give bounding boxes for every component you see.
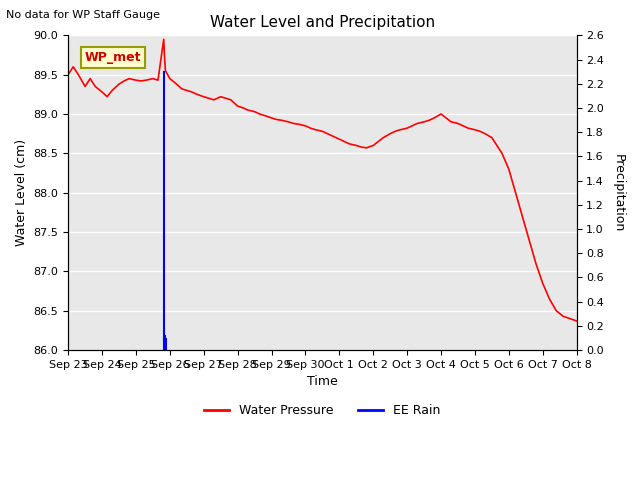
- Title: Water Level and Precipitation: Water Level and Precipitation: [210, 15, 435, 30]
- Legend: Water Pressure, EE Rain: Water Pressure, EE Rain: [199, 399, 446, 422]
- Text: WP_met: WP_met: [85, 51, 141, 64]
- Text: No data for WP Staff Gauge: No data for WP Staff Gauge: [6, 10, 161, 20]
- Y-axis label: Precipitation: Precipitation: [612, 154, 625, 232]
- X-axis label: Time: Time: [307, 375, 338, 388]
- Y-axis label: Water Level (cm): Water Level (cm): [15, 139, 28, 246]
